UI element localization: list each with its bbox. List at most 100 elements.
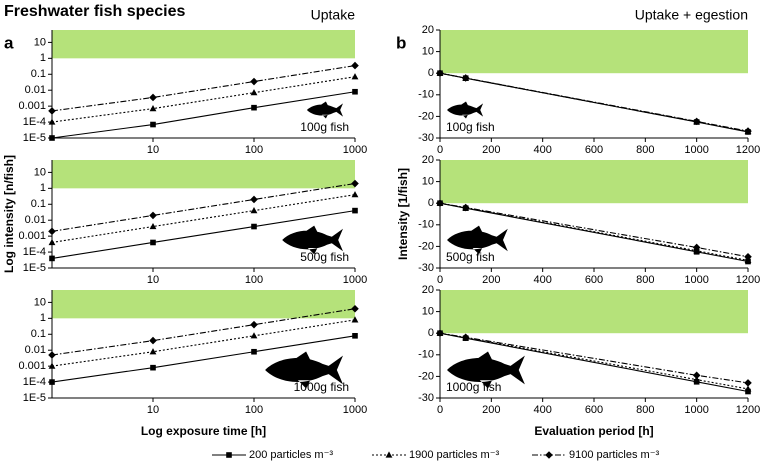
series-line <box>439 332 749 384</box>
fish-silhouette <box>265 351 343 389</box>
marker <box>461 333 470 342</box>
y-tick-label: 1E-4 <box>23 376 46 388</box>
marker <box>150 121 156 128</box>
y-tick-label: 1E-5 <box>23 262 46 274</box>
marker <box>149 336 157 345</box>
y-tick-label: 0.001 <box>18 100 46 112</box>
series-line <box>51 335 356 383</box>
x-tick-label: 10 <box>147 404 159 416</box>
marker <box>692 243 701 252</box>
y-tick-label: 1 <box>40 182 46 194</box>
y-tick-label: 0.1 <box>31 198 46 210</box>
marker <box>352 88 358 95</box>
marker <box>48 351 56 359</box>
fish-label: 500g fish <box>300 250 349 264</box>
x-tick-label: 800 <box>636 144 654 156</box>
marker <box>251 223 257 230</box>
y-axis-label: Intensity [1/fish] <box>396 168 410 260</box>
y-tick-label: 1 <box>40 312 46 324</box>
x-tick-label: 1000 <box>684 274 708 286</box>
y-tick-label: -20 <box>418 240 434 252</box>
x-tick-label: 1200 <box>736 274 760 286</box>
marker <box>250 77 258 86</box>
marker <box>692 117 701 126</box>
y-tick-label: 20 <box>422 24 434 36</box>
series-line <box>51 210 356 259</box>
fish-label: 100g fish <box>300 120 349 134</box>
marker <box>351 61 359 70</box>
x-tick-label: 600 <box>585 144 603 156</box>
fish-silhouette <box>447 101 484 119</box>
y-tick-label: 10 <box>422 176 434 188</box>
x-tick-label: 100 <box>245 274 263 286</box>
y-tick-label: -10 <box>418 89 434 101</box>
marker <box>250 195 258 204</box>
marker <box>250 207 258 214</box>
fish-silhouette <box>447 351 525 389</box>
y-tick-label: 0.1 <box>31 328 46 340</box>
column-title: Uptake <box>311 7 356 23</box>
marker <box>744 127 752 135</box>
x-tick-label: 1000 <box>343 404 367 416</box>
x-tick-label: 400 <box>533 274 551 286</box>
marker <box>385 451 393 458</box>
x-axis-label: Evaluation period [h] <box>534 424 653 438</box>
marker <box>351 316 359 323</box>
marker <box>744 379 752 387</box>
x-tick-label: 600 <box>585 404 603 416</box>
marker <box>351 191 359 198</box>
fish-label: 1000g fish <box>294 380 349 394</box>
marker <box>436 329 444 337</box>
y-tick-label: 1E-4 <box>23 246 46 258</box>
marker <box>351 73 359 80</box>
x-tick-label: 1000 <box>343 274 367 286</box>
fish-silhouette <box>306 101 343 119</box>
y-tick-label: 1E-4 <box>23 116 46 128</box>
marker <box>149 211 157 220</box>
threshold-band <box>440 30 748 74</box>
fish-label: 1000g fish <box>446 380 501 394</box>
series-line <box>51 91 356 139</box>
y-tick-label: 0.01 <box>25 344 46 356</box>
x-axis-label: Log exposure time [h] <box>141 424 266 438</box>
series-line <box>51 319 356 367</box>
x-tick-label: 600 <box>585 274 603 286</box>
marker <box>251 104 257 111</box>
x-tick-label: 1000 <box>684 144 708 156</box>
y-tick-label: 1E-5 <box>23 132 46 144</box>
y-tick-label: 1 <box>40 52 46 64</box>
y-axis-label: Log intensity [n/fish] <box>2 155 16 273</box>
y-tick-label: 20 <box>422 154 434 166</box>
series-line <box>439 72 749 132</box>
y-tick-label: 10 <box>34 296 46 308</box>
y-tick-label: -30 <box>418 262 434 274</box>
marker <box>149 93 157 102</box>
marker <box>48 118 56 125</box>
x-tick-label: 200 <box>482 144 500 156</box>
y-tick-label: 0 <box>428 327 434 339</box>
marker <box>149 222 157 230</box>
marker <box>545 451 553 459</box>
marker <box>49 255 55 262</box>
y-tick-label: -20 <box>418 110 434 122</box>
series-line <box>51 308 356 356</box>
y-tick-label: 0.001 <box>18 230 46 242</box>
marker <box>149 348 157 355</box>
marker <box>744 252 752 261</box>
y-tick-label: 0.001 <box>18 360 46 372</box>
marker <box>744 385 752 392</box>
x-tick-label: 1000 <box>684 404 708 416</box>
legend-label: 200 particles m⁻³ <box>249 449 333 461</box>
marker <box>226 452 232 458</box>
fish-label: 500g fish <box>446 250 495 264</box>
x-tick-label: 10 <box>147 144 159 156</box>
marker <box>351 304 359 313</box>
y-tick-label: -10 <box>418 349 434 361</box>
x-tick-label: 0 <box>437 144 443 156</box>
marker <box>250 332 258 339</box>
x-tick-label: 200 <box>482 404 500 416</box>
marker <box>352 207 358 214</box>
x-tick-label: 1200 <box>736 404 760 416</box>
threshold-band <box>52 160 355 189</box>
x-tick-label: 400 <box>533 404 551 416</box>
